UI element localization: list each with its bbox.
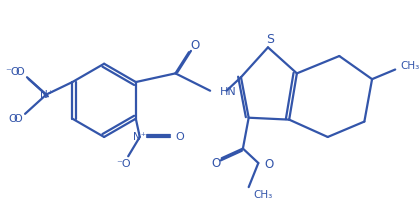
Text: CH₃: CH₃ (400, 61, 419, 71)
Text: ⁻O: ⁻O (116, 159, 131, 169)
Text: O: O (176, 132, 184, 142)
Text: N⁺: N⁺ (133, 132, 146, 142)
Text: O: O (191, 39, 200, 52)
Text: S: S (266, 33, 274, 46)
Text: O: O (211, 158, 220, 170)
Text: O: O (13, 114, 22, 124)
Text: ⁻O: ⁻O (5, 67, 20, 77)
Text: O: O (9, 114, 17, 124)
Text: CH₃: CH₃ (253, 190, 273, 200)
Text: O: O (264, 158, 273, 171)
Text: HN: HN (220, 87, 236, 97)
Text: O: O (16, 67, 25, 77)
Text: N⁺: N⁺ (40, 90, 53, 100)
